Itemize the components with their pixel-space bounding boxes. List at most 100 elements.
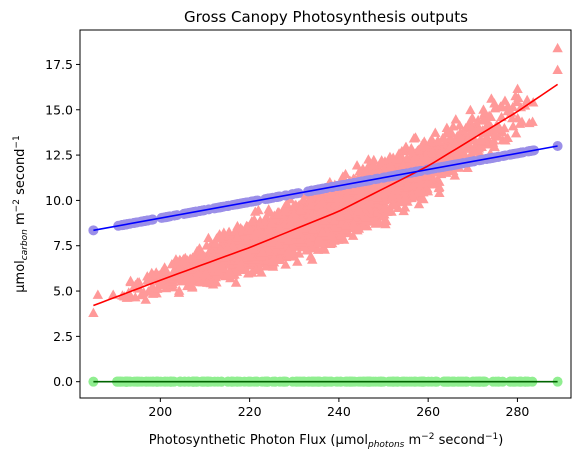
data-point: [261, 255, 272, 265]
data-point: [274, 222, 285, 233]
data-point: [467, 112, 478, 122]
data-point: [174, 263, 185, 274]
data-point: [329, 215, 340, 225]
data-point: [450, 137, 461, 148]
data-point: [177, 255, 189, 266]
data-point: [235, 260, 246, 270]
data-point: [233, 254, 245, 264]
data-point: [326, 229, 337, 240]
data-point: [210, 238, 221, 248]
data-point: [181, 272, 192, 282]
y-tick-label: 0.0: [53, 374, 73, 389]
data-point: [372, 192, 383, 202]
data-point: [329, 222, 340, 232]
data-point: [307, 224, 319, 234]
data-point: [552, 64, 563, 75]
data-point: [305, 250, 317, 261]
data-point: [347, 230, 359, 240]
data-point: [499, 95, 511, 105]
data-point: [273, 239, 285, 249]
y-tick-label: 17.5: [45, 57, 73, 72]
data-point: [486, 93, 497, 103]
data-point: [370, 163, 381, 174]
data-point: [316, 197, 328, 207]
data-point: [300, 221, 311, 231]
data-point: [400, 192, 411, 202]
data-point: [295, 204, 306, 215]
data-point: [250, 206, 261, 216]
data-point: [267, 261, 279, 271]
data-point: [360, 212, 372, 222]
data-point: [216, 261, 228, 271]
data-point: [483, 110, 495, 121]
data-point: [355, 189, 367, 200]
data-point: [430, 127, 441, 137]
y-axis-label: μmolcarbon m−2 second−1: [12, 135, 30, 292]
data-point: [398, 160, 409, 170]
x-tick-label: 200: [148, 404, 172, 419]
data-point: [468, 126, 479, 136]
data-point: [489, 141, 500, 152]
data-point: [201, 240, 212, 250]
data-point: [313, 233, 325, 243]
data-point: [243, 268, 254, 278]
data-point: [496, 111, 507, 122]
data-point: [401, 153, 412, 163]
data-point: [454, 120, 465, 130]
data-point: [294, 234, 306, 244]
data-point: [202, 277, 213, 287]
data-point: [283, 246, 294, 256]
y-tick-label: 7.5: [53, 238, 73, 253]
fit-line: [93, 83, 559, 307]
data-point: [489, 103, 501, 113]
data-point: [368, 158, 379, 168]
data-point: [309, 210, 320, 221]
data-point: [386, 190, 398, 200]
x-tick-label: 220: [238, 404, 262, 419]
data-point: [507, 121, 519, 131]
data-point: [363, 161, 374, 171]
data-point: [423, 179, 435, 189]
data-point: [353, 203, 364, 214]
data-point: [444, 142, 455, 153]
data-point: [527, 116, 538, 126]
data-point: [340, 168, 351, 179]
data-point: [357, 195, 368, 206]
y-tick-label: 5.0: [53, 284, 73, 299]
data-point: [441, 127, 452, 137]
data-point: [280, 259, 291, 269]
data-point: [230, 277, 242, 287]
data-point: [224, 266, 235, 276]
x-tick-label: 280: [506, 404, 530, 419]
data-point: [342, 185, 353, 195]
data-point: [502, 132, 513, 143]
data-point: [348, 218, 359, 229]
data-point: [290, 211, 301, 222]
data-point: [380, 218, 391, 229]
data-point: [173, 285, 185, 295]
x-axis: 200 220 240 260 280: [148, 398, 529, 419]
data-point: [367, 184, 378, 194]
data-point: [312, 244, 324, 254]
data-point: [552, 42, 563, 53]
data-point: [329, 235, 340, 245]
y-tick-label: 15.0: [45, 102, 73, 117]
data-point: [420, 151, 432, 162]
fit-lines: [93, 83, 559, 383]
data-point: [317, 226, 328, 237]
data-point: [407, 180, 419, 191]
data-point: [413, 198, 425, 209]
data-point: [195, 249, 207, 260]
data-point: [459, 149, 470, 160]
data-point: [192, 269, 203, 279]
data-point: [465, 104, 476, 115]
data-point: [499, 122, 510, 133]
data-point: [293, 248, 305, 258]
data-point: [491, 123, 502, 133]
data-point: [284, 219, 295, 229]
data-point: [331, 192, 343, 203]
data-point: [469, 145, 480, 156]
data-point: [417, 186, 428, 197]
data-point: [488, 135, 499, 145]
